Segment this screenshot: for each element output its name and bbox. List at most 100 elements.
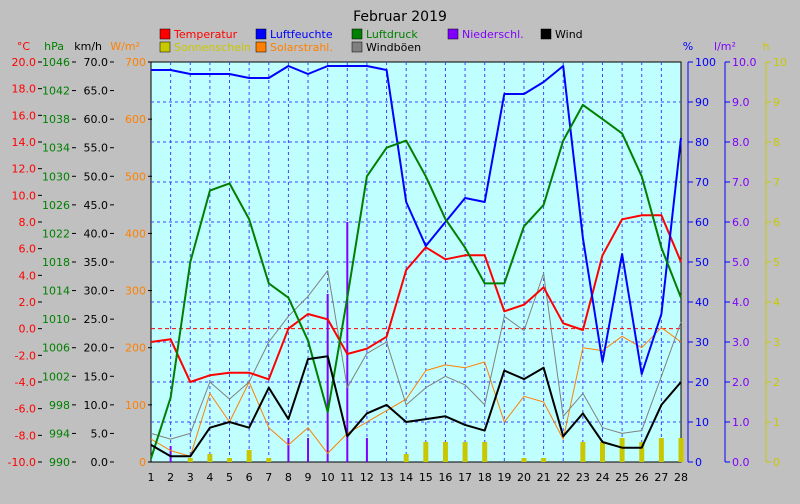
bar-sonnenschein (266, 458, 272, 462)
legend-swatch (255, 28, 267, 40)
tick-label-press: 1034 (42, 142, 70, 155)
tick-label-rain: 1.0 (732, 416, 750, 429)
tick-label-press: 998 (49, 399, 70, 412)
bar-niederschl (326, 294, 329, 462)
tick-label-press: 1006 (42, 342, 70, 355)
tick-label-sun: 6 (773, 216, 780, 229)
x-tick-label: 9 (305, 471, 312, 484)
tick-label-sun: 9 (773, 96, 780, 109)
bar-sonnenschein (442, 442, 448, 462)
bar-sonnenschein (619, 438, 625, 462)
x-tick-label: 12 (360, 471, 374, 484)
tick-label-hum: 70 (695, 176, 709, 189)
tick-label-press: 1002 (42, 370, 70, 383)
tick-label-hum: 80 (695, 136, 709, 149)
tick-label-hum: 30 (695, 336, 709, 349)
x-tick-label: 22 (556, 471, 570, 484)
legend-swatch (159, 41, 171, 53)
x-tick-label: 25 (615, 471, 629, 484)
tick-label-sun: 2 (773, 376, 780, 389)
bar-sonnenschein (541, 458, 547, 462)
axis-unit-rad: W/m² (110, 40, 140, 53)
tick-label-rad: 600 (125, 113, 146, 126)
axis-unit-temp: °C (17, 40, 31, 53)
legend-swatch (351, 28, 363, 40)
tick-label-wind: 40.0 (84, 227, 109, 240)
x-tick-label: 13 (380, 471, 394, 484)
axis-unit-rain: l/m² (714, 40, 736, 53)
tick-label-temp: 14.0 (12, 136, 37, 149)
tick-label-press: 994 (49, 427, 70, 440)
series-line-wind (150, 355, 682, 458)
tick-label-hum: 100 (695, 56, 716, 69)
tick-label-temp: -6.0 (15, 403, 36, 416)
tick-label-hum: 60 (695, 216, 709, 229)
tick-label-hum: 90 (695, 96, 709, 109)
tick-label-temp: -2.0 (15, 349, 36, 362)
tick-label-hum: 0 (695, 456, 702, 469)
legend-label: Niederschl. (462, 28, 524, 41)
tick-label-rad: 700 (125, 56, 146, 69)
x-tick-label: 14 (399, 471, 413, 484)
bar-sonnenschein (599, 442, 605, 462)
tick-label-wind: 5.0 (91, 427, 109, 440)
x-tick-label: 10 (321, 471, 335, 484)
chart-title: Februar 2019 (353, 9, 447, 25)
legend-label: Wind (555, 28, 583, 41)
bar-sonnenschein (246, 450, 252, 462)
axis-unit-hum: % (683, 40, 693, 53)
tick-label-sun: 7 (773, 176, 780, 189)
legend-swatch (540, 28, 552, 40)
tick-label-rain: 6.0 (732, 216, 750, 229)
bar-sonnenschein (639, 442, 645, 462)
tick-label-press: 1018 (42, 256, 70, 269)
tick-label-rain: 4.0 (732, 296, 750, 309)
tick-label-wind: 15.0 (84, 370, 109, 383)
tick-label-sun: 1 (773, 416, 780, 429)
axis-unit-press: hPa (44, 40, 64, 53)
bar-sonnenschein (227, 458, 233, 462)
legend-swatch (447, 28, 459, 40)
legend-label: Windböen (366, 41, 421, 54)
axis-unit-wind: km/h (74, 40, 102, 53)
tick-label-temp: -4.0 (15, 376, 36, 389)
tick-label-sun: 5 (773, 256, 780, 269)
x-tick-label: 21 (537, 471, 551, 484)
series-line-luftfeuchte (151, 65, 682, 375)
bar-niederschl (346, 222, 349, 462)
bar-sonnenschein (658, 438, 664, 462)
tick-label-wind: 45.0 (84, 199, 109, 212)
axis-unit-sun: h (763, 40, 770, 53)
tick-label-press: 990 (49, 456, 70, 469)
tick-label-hum: 50 (695, 256, 709, 269)
tick-label-rad: 400 (125, 227, 146, 240)
legend-label: Solarstrahl. (270, 41, 333, 54)
x-tick-label: 18 (478, 471, 492, 484)
series-line-windben (150, 270, 682, 440)
tick-label-wind: 10.0 (84, 399, 109, 412)
tick-label-rad: 300 (125, 285, 146, 298)
x-tick-label: 26 (635, 471, 649, 484)
tick-label-temp: -8.0 (15, 429, 36, 442)
bar-niederschl (365, 438, 368, 462)
x-tick-label: 27 (654, 471, 668, 484)
bar-sonnenschein (403, 454, 409, 462)
tick-label-rad: 100 (125, 399, 146, 412)
tick-label-press: 1038 (42, 113, 70, 126)
x-tick-label: 1 (148, 471, 155, 484)
tick-label-press: 1042 (42, 85, 70, 98)
legend-label: Sonnenschein (174, 41, 251, 54)
series-line-solarstrahl (150, 327, 682, 457)
bar-niederschl (307, 438, 310, 462)
tick-label-hum: 20 (695, 376, 709, 389)
tick-label-wind: 0.0 (91, 456, 109, 469)
bar-niederschl (169, 446, 172, 462)
tick-label-rad: 200 (125, 342, 146, 355)
bar-sonnenschein (207, 454, 213, 462)
legend-swatch (255, 41, 267, 53)
x-tick-label: 4 (206, 471, 213, 484)
tick-label-wind: 20.0 (84, 342, 109, 355)
tick-label-wind: 65.0 (84, 85, 109, 98)
